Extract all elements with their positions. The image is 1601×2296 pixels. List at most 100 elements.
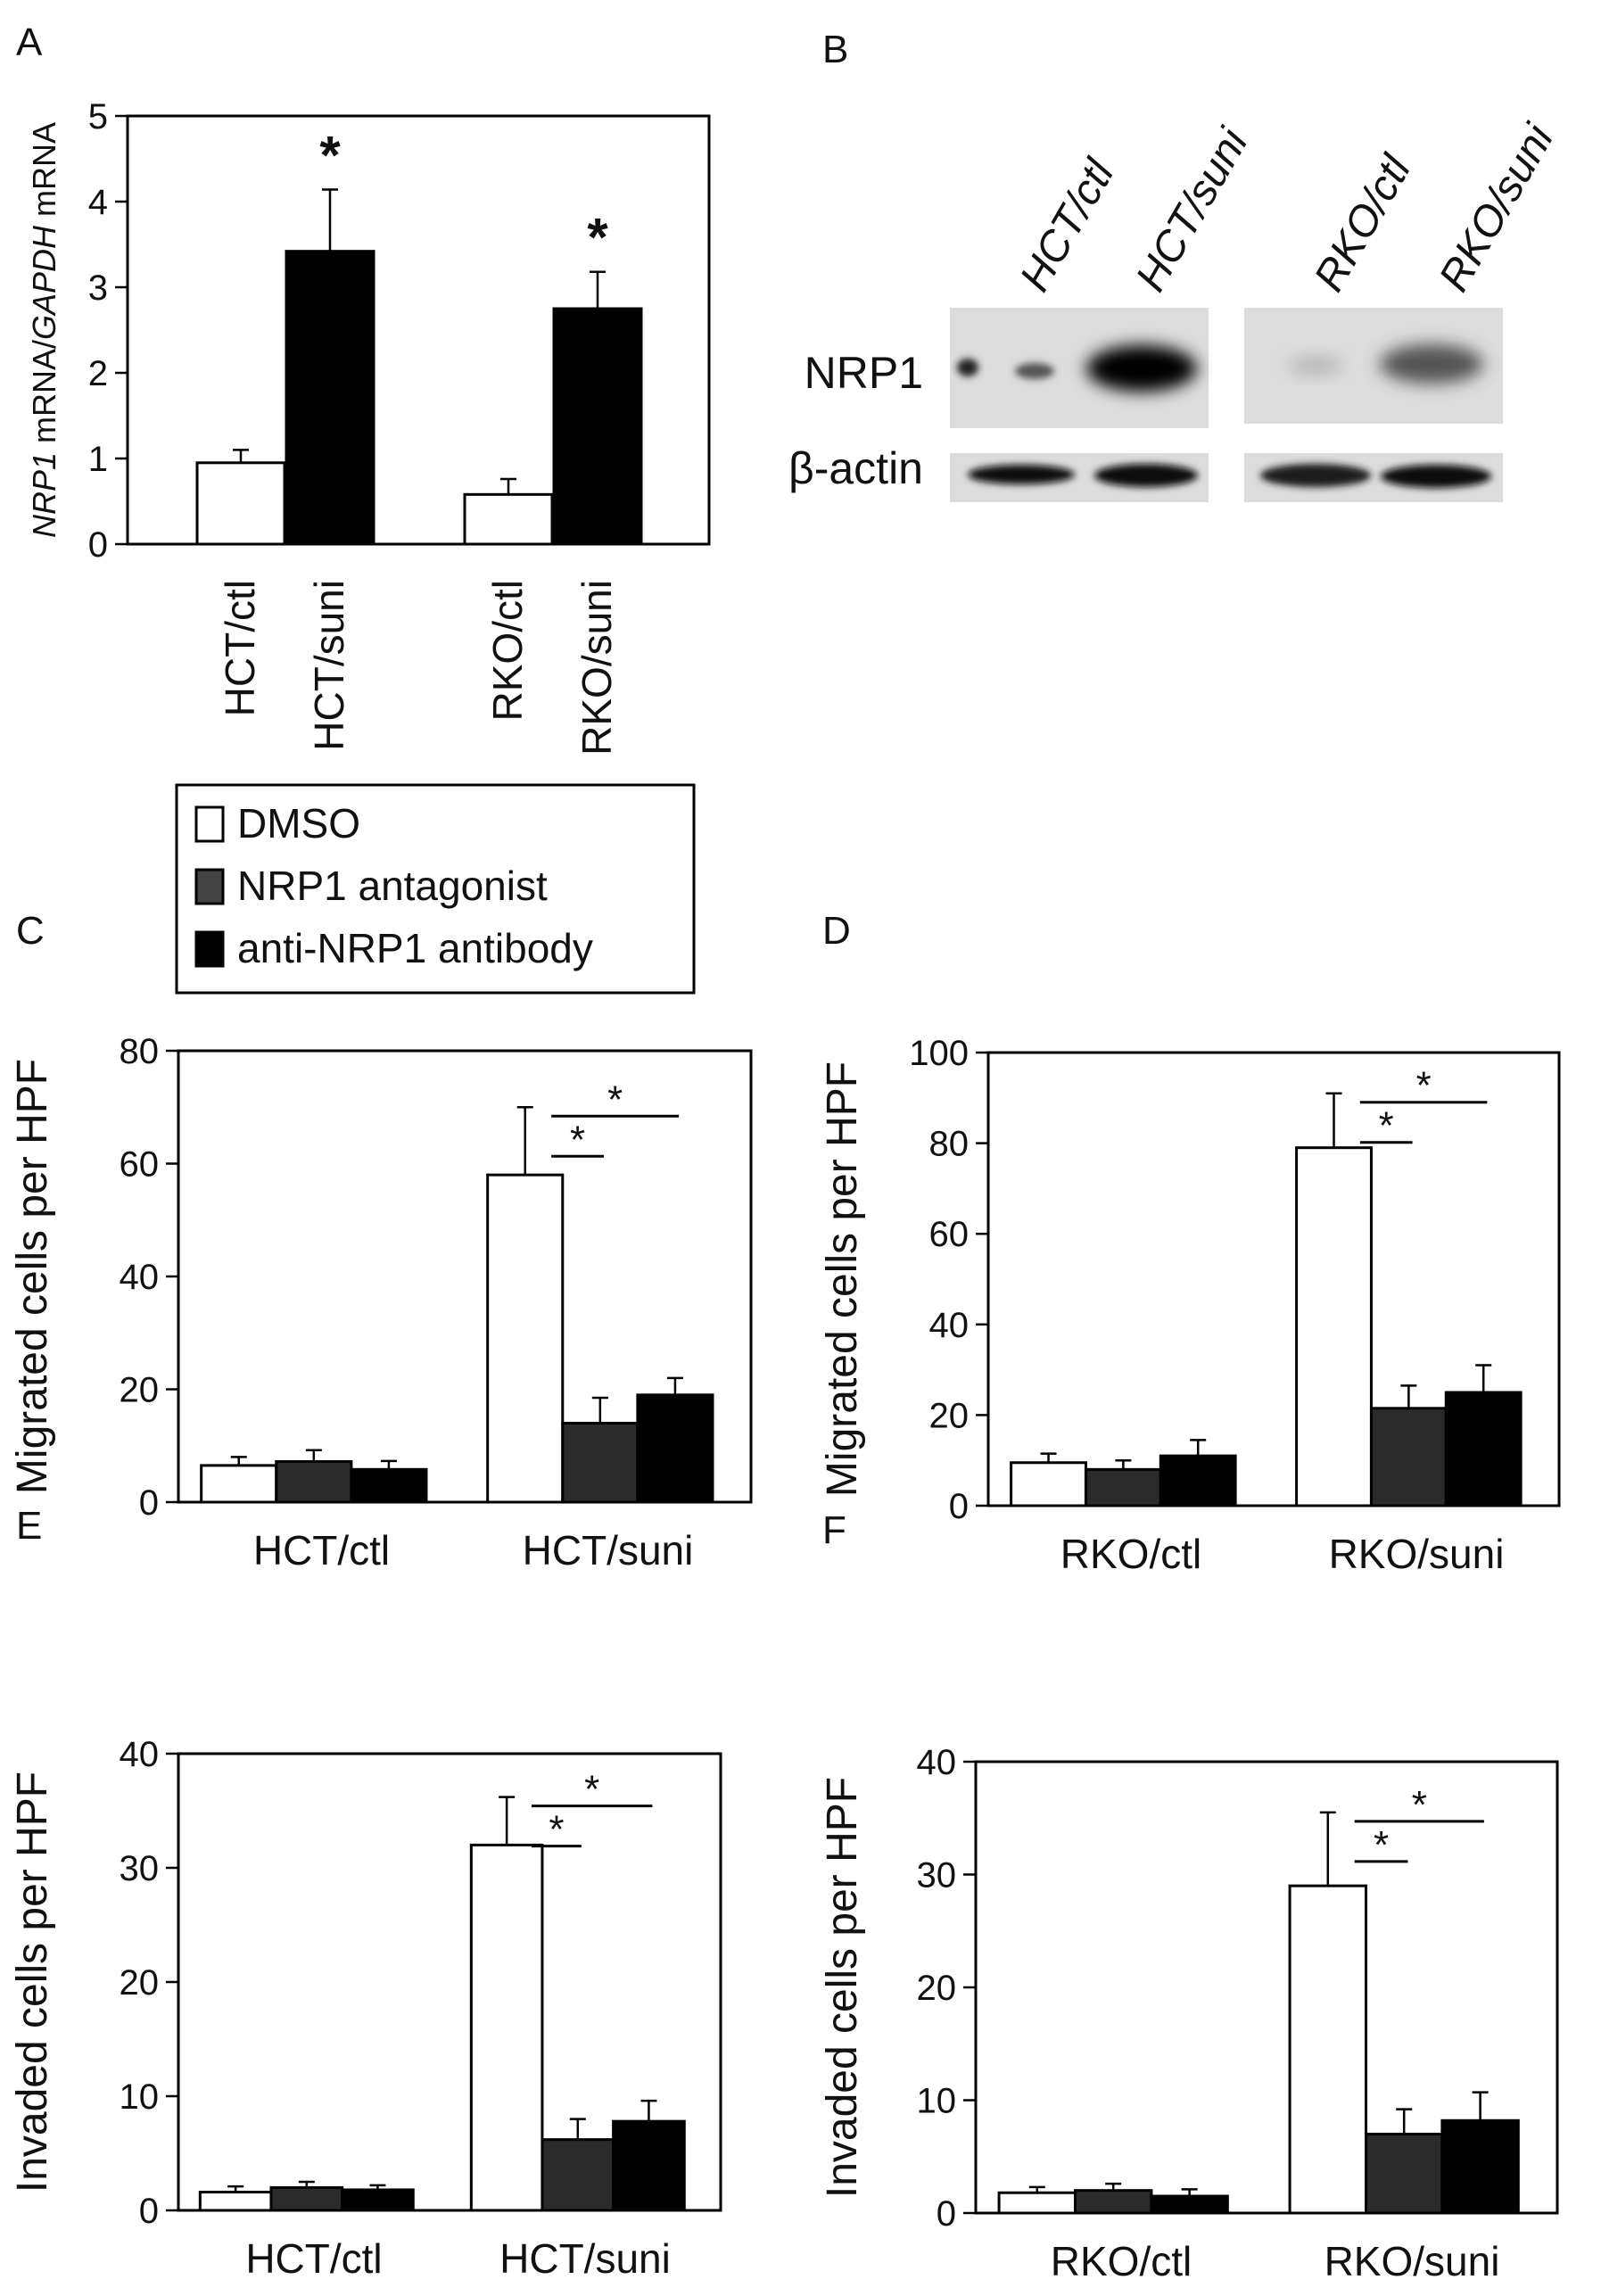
y-tick-label: 80 [929,1125,970,1164]
category-label: RKO/ctl [1051,2238,1192,2284]
bar [1364,2132,1444,2215]
bar [1288,1884,1367,2215]
bar [541,2138,615,2212]
bar [275,1459,353,1504]
bar [1073,2189,1153,2215]
y-tick-label: 0 [139,2192,159,2231]
y-tick-label: 20 [917,1969,957,2008]
significance-star: * [584,1768,599,1812]
category-label: RKO/suni [1325,2238,1500,2284]
significance-star: * [1416,1064,1432,1108]
y-tick-label: 40 [917,1743,957,1782]
blot-band [1381,465,1491,488]
y-tick-label: 0 [88,525,108,565]
significance-star: * [1412,1783,1427,1827]
bar [1159,1454,1237,1507]
legend-box [175,783,696,995]
y-tick-label: 1 [88,440,108,479]
legend-label: NRP1 antagonist [237,863,548,909]
bar [1369,1407,1448,1507]
y-tick-label: 0 [937,2194,956,2234]
significance-star: * [549,1808,564,1852]
blot-lane-label: RKO/ctl [1306,147,1421,300]
bar [195,461,286,546]
bar [612,2119,686,2212]
blot-lane-label: HCT/suni [1127,120,1259,300]
category-label: HCT/suni [306,580,352,751]
significance-star: * [1379,1104,1394,1148]
category-label: HCT/ctl [245,2235,382,2282]
bar [269,2185,344,2212]
legend-swatch [194,930,225,968]
bar [1295,1146,1373,1507]
y-axis-label: Migrated cells per HPF [819,1061,866,1497]
significance-star: * [1374,1823,1389,1867]
y-tick-label: 30 [917,1856,957,1895]
blot-band [1260,464,1371,487]
chart-panel-a: 0 1 2 3 4 5 NRP1 mRNA/GAPDH mRNA HCT/ctl * HCT/su… [26,97,711,756]
bar [469,1843,544,2212]
plot-frame [126,114,711,546]
y-tick-label: 2 [88,354,108,393]
y-tick-label: 60 [929,1215,970,1254]
panel-letter-a: A [16,21,43,64]
bar [463,492,554,546]
blot-lane-label: HCT/ctl [1011,151,1125,299]
blot-band [1015,363,1054,379]
bar [350,1467,428,1504]
significance-star: * [607,1078,623,1121]
bar [552,307,643,546]
legend: DMSO NRP1 antagonist anti-NRP1 antibody [175,783,696,995]
chart-panel-f: 0 10 20 30 40 Invaded cells per HPF RKO/ctl RKO… [819,1743,1559,2284]
y-tick-label: 20 [929,1396,970,1435]
bar [285,250,375,546]
category-label: RKO/ctl [484,580,531,721]
bar [997,2191,1077,2215]
y-tick-label: 80 [120,1032,160,1071]
bar [1444,1391,1523,1507]
chart-panel-e: 0 10 20 30 40 Invaded cells per HPF HCT/ctl HCT… [9,1735,722,2282]
category-label: HCT/ctl [217,580,263,716]
y-tick-label: 10 [120,2077,160,2117]
category-label: RKO/suni [1329,1531,1505,1577]
blot-band [1086,345,1197,392]
panel-letter-b: B [822,28,848,71]
significance-star: * [570,1118,585,1161]
blot-band [957,359,978,376]
legend-swatch [194,868,225,905]
y-tick-label: 20 [120,1371,160,1410]
category-label: HCT/ctl [253,1527,390,1573]
blot-row-label-actin: β-actin [788,443,923,493]
blot-row-label-nrp1: NRP1 [805,348,923,398]
bar [1150,2194,1229,2215]
blot-band [968,465,1075,484]
bar [200,1464,278,1504]
y-tick-label: 40 [120,1258,160,1297]
bar [486,1173,565,1504]
blot-lane-label: RKO/suni [1431,116,1564,300]
y-tick-label: 0 [139,1483,159,1523]
bar [636,1393,714,1504]
y-tick-label: 3 [88,268,108,308]
legend-label: DMSO [237,800,360,847]
panel-letter-f: F [822,1508,846,1552]
chart-panel-c: 0 20 40 60 80 Migrated cells per HPF HCT/ctl HC… [9,1032,753,1573]
y-axis-label: Invaded cells per HPF [819,1777,866,2198]
bar [1084,1467,1162,1507]
legend-label: anti-NRP1 antibody [237,925,593,971]
bar [1440,2118,1520,2215]
chart-panel-d: 0 20 40 60 80 100 Migrated cells per HPF RKO/ct… [819,1034,1561,1577]
bar [1010,1461,1087,1507]
y-tick-label: 20 [120,1963,160,2003]
bar [341,2188,415,2212]
western-blot: HCT/ctl HCT/suni RKO/ctl RKO/suni NRP1 β… [788,116,1564,502]
y-tick-label: 100 [909,1034,969,1073]
category-label: RKO/ctl [1060,1531,1201,1577]
blot-band [1289,357,1342,375]
y-tick-label: 30 [120,1849,160,1888]
y-tick-label: 40 [929,1306,970,1345]
category-label: RKO/suni [574,580,620,756]
panel-letter-c: C [16,909,45,953]
significance-star: * [319,126,341,186]
